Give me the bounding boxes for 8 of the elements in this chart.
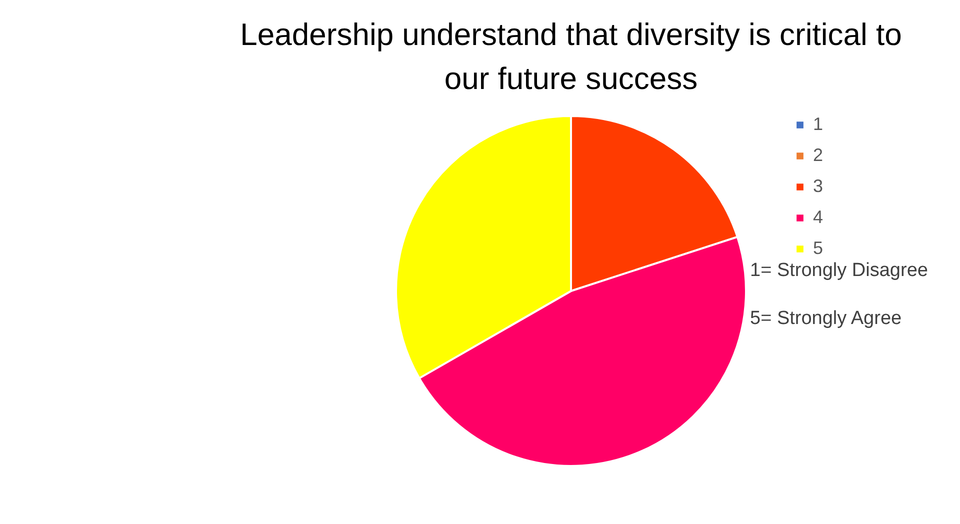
legend-label: 5 — [813, 238, 824, 258]
legend-label: 3 — [813, 176, 824, 196]
text: 1= Strongly Disagree — [750, 259, 929, 283]
legend-label: 2 — [813, 145, 824, 165]
legend-label: 1 — [813, 114, 824, 134]
text: 5= Strongly Agree — [750, 307, 903, 331]
chart-title: Leadership understand that diversity is critical to our future success — [240, 17, 902, 96]
legend-label: 4 — [813, 207, 824, 227]
